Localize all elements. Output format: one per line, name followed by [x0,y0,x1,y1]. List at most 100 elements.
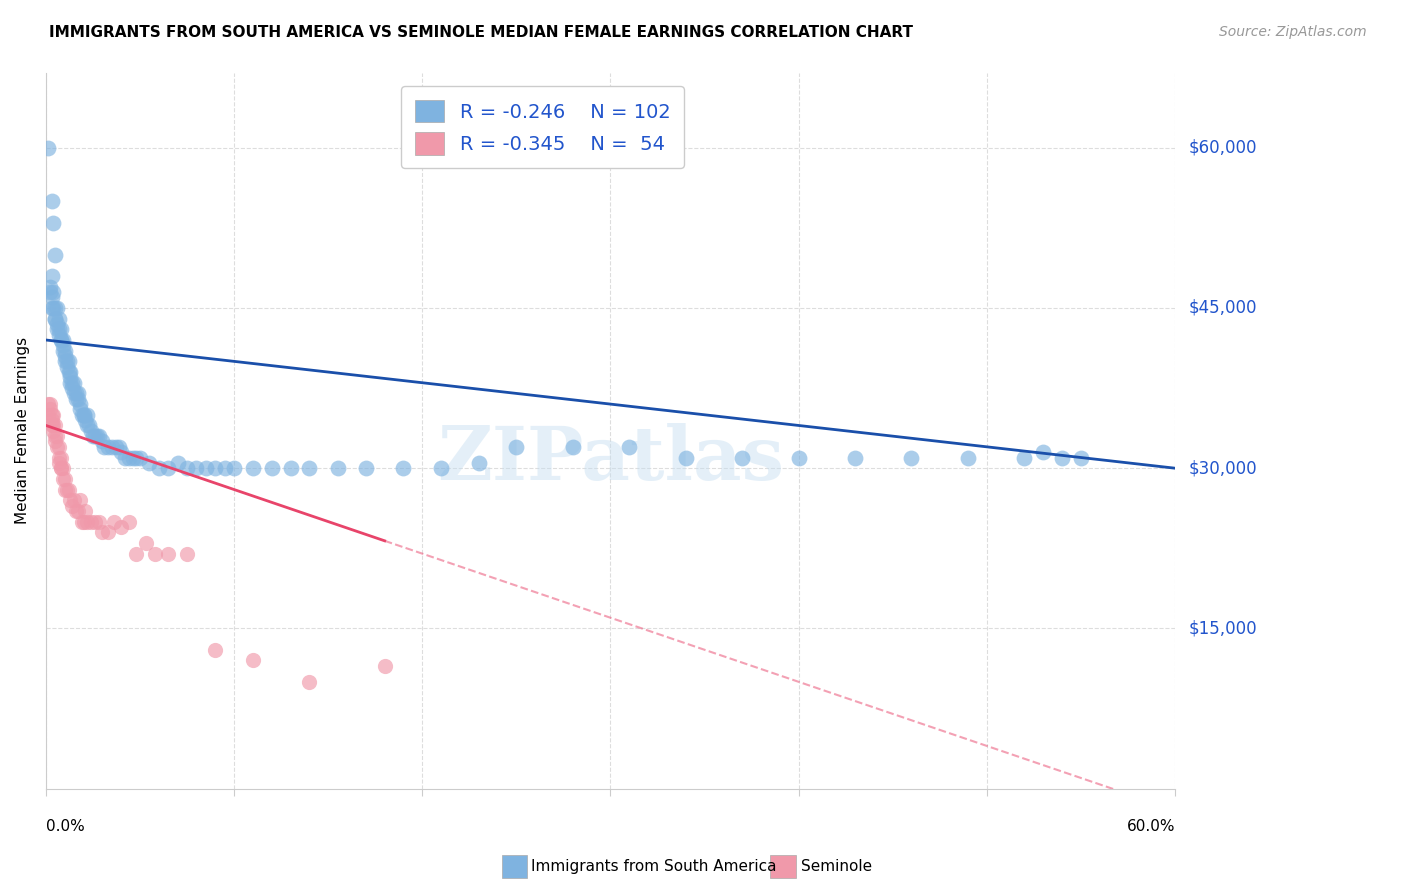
Point [37,397,59,411]
Point [38,402,60,417]
Point [298,674,321,689]
Point [66,386,89,401]
Point [1014,450,1036,465]
Point [900,450,922,465]
Point [55,483,77,497]
Point [38,285,60,299]
Point [49,333,72,347]
Point [65,504,87,518]
Point [224,461,246,475]
Point [41,408,63,422]
Point [41,268,63,283]
Point [72,408,94,422]
Point [59,365,82,379]
Point [118,515,141,529]
Point [52,343,75,358]
Point [60,376,83,390]
Point [49,322,72,336]
Point [80,515,103,529]
Point [110,520,132,534]
Point [77,418,100,433]
Point [148,461,170,475]
Point [76,515,98,529]
Point [46,440,69,454]
Point [87,515,110,529]
Point [1050,450,1073,465]
Point [59,370,82,384]
Point [55,359,77,374]
Point [354,461,377,475]
Point [129,450,152,465]
Point [46,317,69,331]
Y-axis label: Median Female Earnings: Median Female Earnings [15,337,30,524]
Point [44,301,66,315]
Point [46,301,69,315]
Point [75,413,97,427]
Point [176,547,198,561]
Point [326,461,349,475]
Text: 60.0%: 60.0% [1126,819,1175,834]
Point [157,461,180,475]
Point [63,376,86,390]
Point [59,376,82,390]
Point [125,547,148,561]
Point [392,461,415,475]
Point [53,343,76,358]
Point [176,461,198,475]
Point [135,536,157,550]
Point [42,215,65,229]
Point [58,483,80,497]
Point [53,472,76,486]
Text: ZIPatlas: ZIPatlas [437,423,785,496]
Point [53,354,76,368]
Point [731,450,754,465]
Point [1032,445,1054,459]
Point [118,450,141,465]
Point [186,461,208,475]
Point [204,461,226,475]
Point [44,311,66,326]
Point [619,440,641,454]
Point [242,461,264,475]
Point [121,450,143,465]
Point [46,429,69,443]
Point [91,525,114,540]
Point [72,408,94,422]
Point [86,429,108,443]
Text: Immigrants from South America: Immigrants from South America [531,859,778,873]
Point [59,493,82,508]
Point [374,658,396,673]
Point [49,461,72,475]
Point [70,408,93,422]
Point [260,461,283,475]
Point [76,418,98,433]
Point [49,450,72,465]
Point [76,408,98,422]
Point [298,461,321,475]
Point [505,440,527,454]
Point [48,327,70,342]
Point [97,525,120,540]
Point [48,450,70,465]
Point [108,440,131,454]
Point [280,461,302,475]
Point [844,450,866,465]
Point [1070,450,1092,465]
Bar [502,855,527,878]
Text: IMMIGRANTS FROM SOUTH AMERICA VS SEMINOLE MEDIAN FEMALE EARNINGS CORRELATION CHA: IMMIGRANTS FROM SOUTH AMERICA VS SEMINOL… [49,25,914,40]
Text: 0.0%: 0.0% [46,819,84,834]
Point [60,381,83,395]
Point [44,418,66,433]
Point [101,440,124,454]
Point [63,493,86,508]
Point [69,397,91,411]
Point [58,354,80,368]
Point [37,408,59,422]
Point [52,461,75,475]
Point [58,365,80,379]
Point [48,440,70,454]
Point [204,642,226,657]
Point [52,472,75,486]
Point [65,386,87,401]
Text: $60,000: $60,000 [1189,139,1257,157]
